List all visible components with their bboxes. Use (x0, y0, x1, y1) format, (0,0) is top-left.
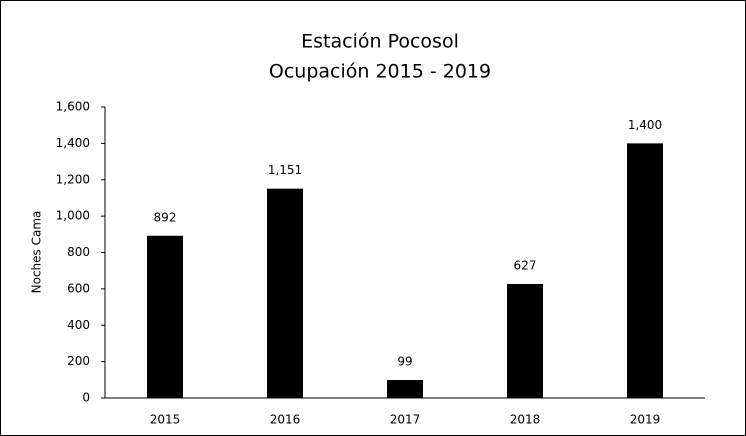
y-tick-label: 1,200 (56, 172, 90, 186)
y-tick-label: 1,000 (56, 209, 90, 223)
chart-subtitle: Ocupación 2015 - 2019 (269, 61, 491, 83)
bar (147, 235, 183, 398)
bar (387, 379, 423, 398)
x-tick-label: 2015 (150, 413, 181, 427)
y-tick-label: 400 (67, 318, 90, 332)
bar (267, 188, 303, 398)
x-tick-label: 2016 (270, 413, 301, 427)
x-tick-label: 2019 (630, 413, 661, 427)
data-label: 627 (514, 258, 537, 272)
data-label: 1,151 (268, 163, 302, 177)
x-tick-label: 2017 (390, 413, 421, 427)
y-tick-label: 200 (67, 354, 90, 368)
y-tick-label: 1,600 (56, 100, 90, 114)
y-axis-label: Noches Cama (30, 211, 44, 294)
data-label: 1,400 (628, 118, 662, 132)
bar (507, 283, 543, 398)
data-label: 892 (154, 210, 177, 224)
y-tick-label: 0 (82, 391, 90, 405)
y-tick-label: 1,400 (56, 136, 90, 150)
y-tick-label: 800 (67, 245, 90, 259)
x-tick-label: 2018 (510, 413, 541, 427)
y-tick-label: 600 (67, 281, 90, 295)
bar (627, 143, 663, 398)
chart-title: Estación Pocosol (301, 31, 459, 53)
data-label: 99 (397, 354, 412, 368)
